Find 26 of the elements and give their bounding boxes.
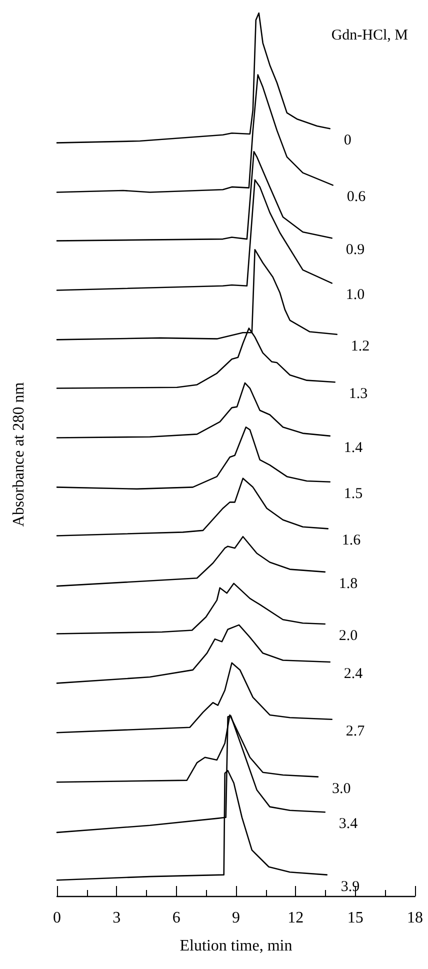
series-label: 1.0: [346, 287, 365, 304]
x-tick-label: 3: [112, 910, 121, 926]
x-tick-label: 18: [407, 910, 423, 926]
series-label: 1.8: [338, 576, 358, 592]
series-label: 0: [344, 132, 352, 149]
x-tick-label: 6: [172, 910, 180, 926]
series-label: 2.4: [344, 666, 364, 682]
series-label: 1.2: [350, 338, 370, 354]
series-label: 0.6: [346, 189, 366, 206]
series-label: 2.0: [338, 628, 358, 644]
y-axis-title: Absorbance at 280 nm: [10, 382, 28, 527]
series-label: 3.0: [332, 780, 351, 797]
x-tick-label: 12: [288, 910, 304, 926]
series-label: 3.9: [340, 878, 360, 895]
series-label: 1.5: [344, 486, 363, 502]
x-axis-title: Elution time, min: [180, 938, 292, 954]
x-tick-label: 9: [232, 910, 240, 926]
x-tick-label: 15: [347, 910, 364, 926]
series-label: 1.3: [348, 386, 368, 402]
series-label: 0.9: [346, 242, 365, 258]
series-label: 1.6: [342, 532, 362, 549]
series-label: 2.7: [346, 723, 366, 740]
series-label: 1.4: [344, 440, 364, 456]
series-label: 3.4: [338, 816, 358, 832]
x-tick-label: 0: [53, 910, 61, 926]
legend-title: Gdn-HCl, M: [331, 28, 408, 44]
